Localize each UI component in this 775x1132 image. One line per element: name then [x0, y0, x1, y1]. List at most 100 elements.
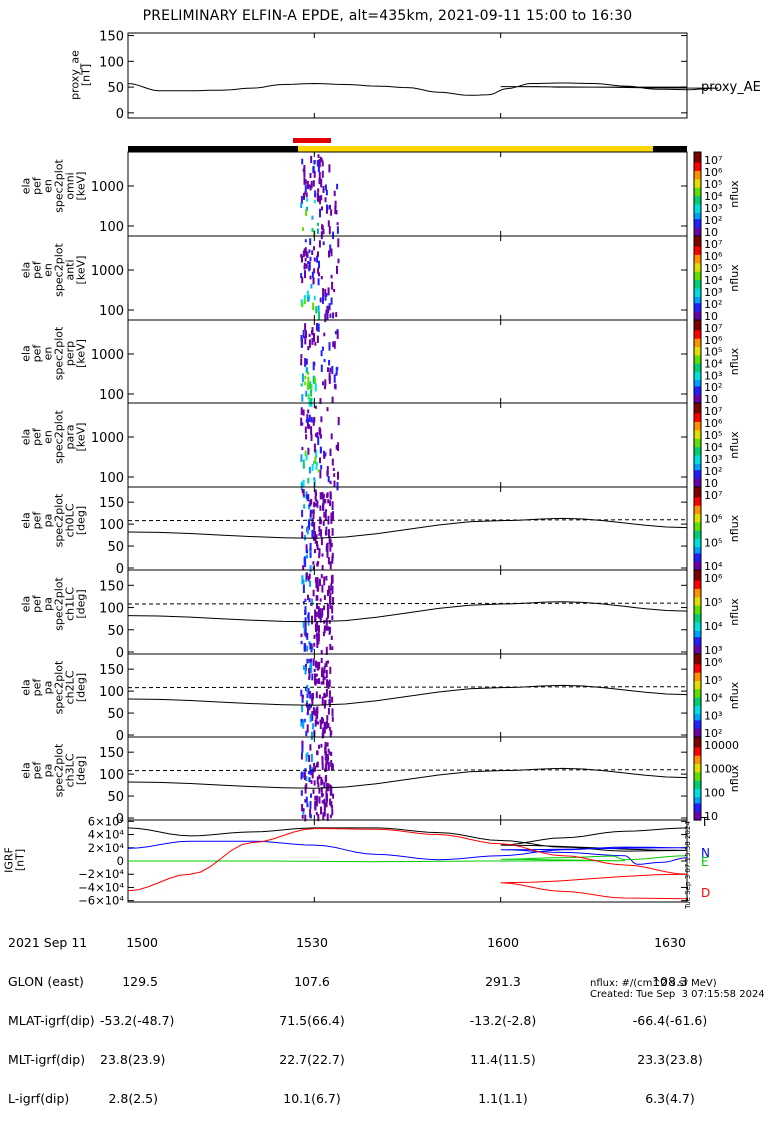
- spectrogram-cell: [316, 500, 319, 508]
- colorbar-tick-label: 10²: [704, 465, 722, 478]
- colorbar-cell: [694, 530, 701, 534]
- y-axis-label-line: omni: [64, 172, 77, 199]
- spectrogram-cell: [309, 744, 312, 751]
- colorbar-cell: [694, 225, 701, 229]
- spectrogram-cell: [307, 346, 310, 351]
- spectrogram-cell: [322, 381, 325, 386]
- spectrogram-cell: [324, 756, 327, 761]
- colorbar-cell: [694, 244, 701, 248]
- spectrogram-cell: [301, 804, 304, 812]
- colorbar-cell: [694, 231, 701, 235]
- spectrogram-cell: [304, 270, 306, 279]
- spectrogram-cell: [316, 639, 319, 648]
- colorbar-tick-label: 10²: [704, 381, 722, 394]
- colorbar-cell: [694, 275, 701, 279]
- colorbar-tick-label: 10: [704, 393, 718, 406]
- spectrogram-cell: [300, 202, 303, 209]
- spectrogram-cell: [301, 255, 303, 263]
- spectrogram-cell: [332, 793, 335, 799]
- y-tick-label: 6×10⁴: [88, 814, 125, 828]
- spectrogram-cell: [326, 742, 329, 747]
- spectrogram-cell: [311, 250, 314, 255]
- colorbar-tick-label: 10⁴: [704, 692, 723, 705]
- colorbar-cell: [694, 676, 701, 680]
- spectrogram-cell: [326, 550, 329, 558]
- y-axis-label-line: [deg]: [75, 756, 88, 785]
- y-axis-label-line: spec2plot: [53, 660, 66, 714]
- colorbar-cell: [694, 805, 701, 809]
- spectrogram-cell: [320, 657, 323, 663]
- colorbar-cell: [694, 716, 701, 719]
- colorbar-cell: [694, 578, 701, 582]
- spectrogram-cell: [330, 801, 333, 808]
- spectrogram-cell: [329, 480, 332, 485]
- spectrogram-cell: [320, 537, 323, 546]
- spectrogram-cell: [324, 293, 327, 301]
- colorbar-cell: [694, 705, 701, 709]
- spectrogram-cell: [314, 549, 316, 554]
- spectrogram-cell: [336, 265, 338, 274]
- spectrogram-cell: [304, 247, 307, 253]
- spectrogram-cell: [329, 784, 332, 788]
- ephemeris-label-date: 2021 Sep 11: [8, 935, 88, 950]
- spectrogram-cell: [311, 215, 314, 220]
- colorbar-cell: [694, 252, 701, 256]
- spectrogram-cell: [337, 442, 340, 451]
- colorbar-cell: [694, 434, 701, 438]
- colorbar-cell: [694, 624, 701, 628]
- spectrogram-cell: [305, 263, 308, 269]
- colorbar-tick-label: 1000: [704, 763, 732, 776]
- spectrogram-cell: [309, 550, 312, 558]
- spectrogram-cell: [306, 414, 309, 423]
- y-axis-label-line: spec2plot: [53, 159, 66, 213]
- colorbar-label: nflux: [728, 764, 741, 792]
- spectrogram-cell: [312, 693, 314, 700]
- spectrogram-cell: [303, 504, 306, 509]
- spectrogram-cell: [316, 255, 319, 263]
- spectrogram-cell: [322, 520, 325, 526]
- spectrogram-cell: [323, 665, 326, 674]
- spectrogram-cell: [330, 519, 333, 524]
- colorbar-cell: [694, 720, 701, 724]
- colorbar-cell: [694, 210, 701, 214]
- colorbar-cell: [694, 734, 701, 738]
- colorbar-cell: [694, 405, 701, 408]
- colorbar-cell: [694, 532, 701, 536]
- spectrogram-cell: [326, 715, 329, 721]
- colorbar-cell: [694, 614, 701, 617]
- colorbar-tick-label: 10⁶: [704, 334, 723, 347]
- spectrogram-cell: [301, 158, 304, 165]
- colorbar-cell: [694, 584, 701, 588]
- spectrogram-cell: [306, 658, 309, 664]
- spectrogram-cell: [312, 277, 315, 285]
- y-axis-label-line: [nT]: [80, 64, 93, 86]
- spectrogram-cell: [312, 767, 315, 773]
- y-tick-label: 100: [99, 768, 124, 783]
- y-tick-label: 0: [116, 646, 124, 661]
- colorbar-tick-label: 10⁴: [704, 620, 723, 633]
- spectrogram-cell: [327, 475, 330, 483]
- spectrogram-cell: [322, 812, 325, 821]
- spectrogram-cell: [323, 782, 326, 789]
- spectrogram-cell: [309, 542, 312, 551]
- spectrogram-cell: [304, 559, 307, 568]
- spectrogram-cell: [315, 498, 318, 502]
- y-axis-label-line: pef: [31, 511, 44, 530]
- colorbar-cell: [694, 658, 701, 661]
- colorbar-label: nflux: [728, 514, 741, 542]
- spectrogram-cell: [312, 509, 315, 514]
- spectrogram-cell: [329, 448, 332, 456]
- spectrogram-cell: [314, 795, 317, 801]
- spectrogram-cell: [306, 527, 309, 535]
- spectrogram-cell: [318, 775, 321, 780]
- spectrogram-cell: [318, 532, 321, 536]
- ephemeris-cell: 107.6: [294, 974, 330, 989]
- spectrogram-cell: [321, 757, 324, 765]
- colorbar-cell: [694, 363, 701, 367]
- spectrogram-cell: [317, 639, 320, 645]
- colorbar-cell: [694, 468, 701, 471]
- colorbar-cell: [694, 668, 701, 672]
- spectrogram-cell: [320, 529, 322, 537]
- spectrogram-cell: [331, 696, 334, 703]
